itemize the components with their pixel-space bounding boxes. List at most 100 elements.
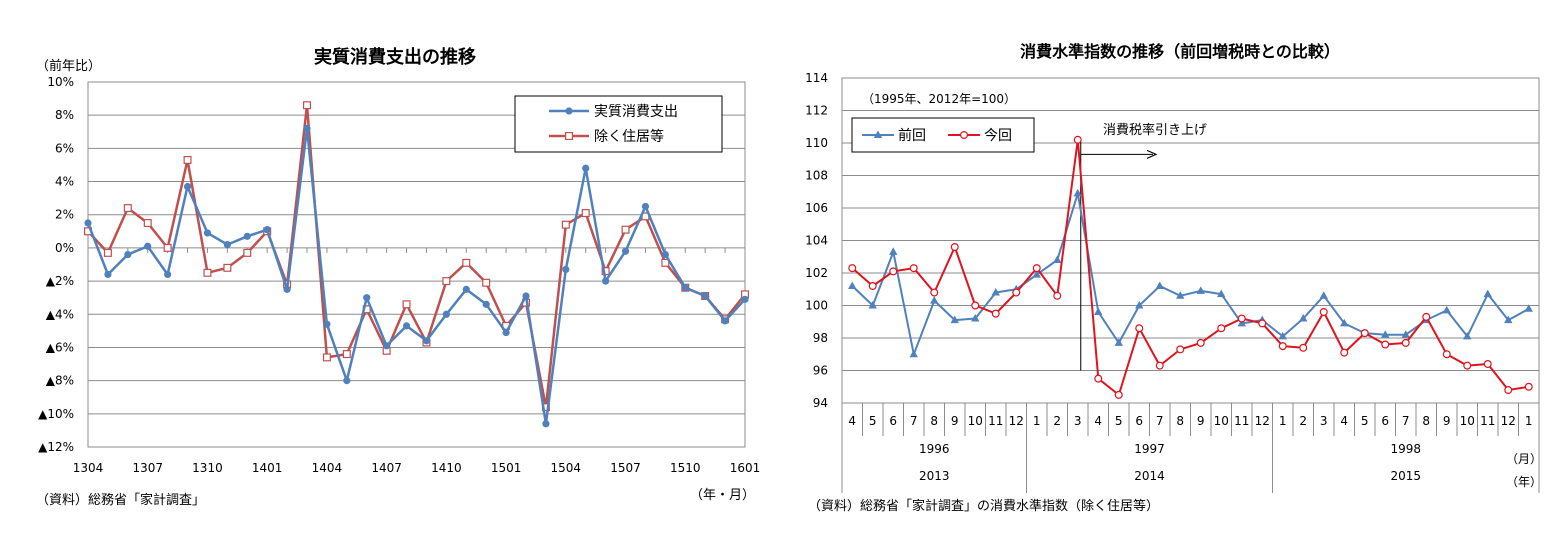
right-point-current bbox=[868, 282, 877, 291]
right-month-label: 5 bbox=[1115, 414, 1123, 428]
right-month-label: 2 bbox=[1053, 414, 1061, 428]
right-point-previous bbox=[1299, 314, 1308, 322]
left-series-line-real-spending bbox=[86, 127, 746, 426]
left-point-real-spending bbox=[383, 342, 391, 350]
left-y-tick-label: 10% bbox=[47, 75, 74, 89]
left-y-tick-label: 6% bbox=[55, 141, 74, 155]
right-month-label: 3 bbox=[1320, 414, 1328, 428]
right-month-label: 1 bbox=[1033, 414, 1041, 428]
left-legend-box bbox=[514, 95, 723, 153]
left-x-tick-label: 1601 bbox=[730, 461, 761, 475]
left-point-excl-housing bbox=[203, 268, 212, 277]
right-point-previous bbox=[1094, 307, 1103, 315]
right-point-previous bbox=[1278, 331, 1287, 340]
right-point-current bbox=[1483, 360, 1492, 369]
right-point-previous bbox=[868, 301, 877, 309]
right-month-label: 6 bbox=[1381, 414, 1389, 428]
right-month-label: 5 bbox=[1361, 414, 1369, 428]
left-y-tick-label: ▲10% bbox=[38, 407, 74, 421]
right-month-label: 6 bbox=[889, 414, 897, 428]
right-point-current bbox=[909, 264, 918, 273]
right-month-label: 12 bbox=[1501, 414, 1516, 428]
right-legend-marker-current bbox=[959, 131, 968, 140]
right-point-previous bbox=[950, 315, 959, 324]
left-point-excl-housing bbox=[322, 353, 331, 362]
left-chart-title: 実質消費支出の推移 bbox=[314, 46, 476, 68]
right-month-label: 5 bbox=[869, 414, 877, 428]
right-month-label: 8 bbox=[930, 414, 938, 428]
left-point-real-spending bbox=[422, 337, 431, 345]
right-point-current bbox=[1135, 324, 1144, 333]
left-point-real-spending bbox=[522, 292, 530, 300]
left-point-real-spending bbox=[741, 295, 749, 303]
right-point-current bbox=[950, 243, 959, 252]
left-point-excl-housing bbox=[342, 350, 351, 359]
left-point-real-spending bbox=[243, 232, 251, 240]
right-month-label: 12 bbox=[1255, 414, 1270, 428]
left-legend-label-excl-housing: 除く住居等 bbox=[594, 128, 664, 145]
left-x-tick-label: 1401 bbox=[252, 461, 283, 475]
left-x-tick-label: 1504 bbox=[551, 461, 582, 475]
right-point-previous bbox=[848, 281, 857, 289]
right-point-current bbox=[1032, 264, 1041, 273]
left-point-real-spending bbox=[621, 247, 630, 255]
left-point-excl-housing bbox=[303, 101, 312, 110]
right-month-label: 7 bbox=[910, 414, 918, 428]
right-month-label: 11 bbox=[1480, 414, 1495, 428]
right-month-label: 10 bbox=[1460, 414, 1475, 428]
left-y-tick-label: ▲2% bbox=[46, 274, 74, 288]
right-month-label: 11 bbox=[988, 414, 1003, 428]
right-point-previous bbox=[971, 314, 980, 322]
right-tax-hike-arrow-head bbox=[1146, 149, 1158, 159]
right-chart-title: 消費水準指数の推移（前回増税時との比較） bbox=[1020, 42, 1340, 61]
left-x-tick-label: 1510 bbox=[670, 461, 701, 475]
right-point-current bbox=[1401, 338, 1410, 347]
left-point-real-spending bbox=[661, 250, 669, 259]
right-point-current bbox=[1053, 291, 1062, 300]
left-point-real-spending bbox=[144, 242, 152, 250]
left-point-real-spending bbox=[402, 322, 411, 330]
right-point-current bbox=[1340, 348, 1349, 357]
right-base-note: （1995年、2012年=100） bbox=[862, 92, 1016, 106]
right-point-current bbox=[1217, 324, 1226, 333]
right-month-label: 4 bbox=[1340, 414, 1348, 428]
right-point-current bbox=[1073, 135, 1082, 144]
right-y-tick-label: 94 bbox=[813, 396, 828, 410]
left-point-real-spending bbox=[164, 270, 172, 279]
right-month-label: 1 bbox=[1525, 414, 1533, 428]
left-point-real-spending bbox=[641, 202, 650, 211]
right-source-note: （資料）総務省「家計調査」の消費水準指数（除く住居等） bbox=[808, 498, 1159, 514]
right-y-tick-label: 104 bbox=[805, 234, 828, 248]
right-point-previous bbox=[1463, 331, 1472, 340]
left-point-real-spending bbox=[602, 277, 610, 285]
left-point-real-spending bbox=[502, 328, 510, 337]
right-point-previous bbox=[1032, 270, 1041, 278]
left-point-real-spending bbox=[124, 250, 132, 259]
left-point-excl-housing bbox=[123, 204, 132, 213]
left-point-real-spending bbox=[104, 270, 112, 279]
right-point-previous bbox=[1135, 301, 1144, 309]
left-point-excl-housing bbox=[243, 248, 252, 257]
right-month-label: 10 bbox=[1214, 414, 1229, 428]
right-month-label: 12 bbox=[1009, 414, 1024, 428]
right-month-label: 10 bbox=[968, 414, 983, 428]
right-point-previous bbox=[1176, 291, 1185, 299]
right-point-previous bbox=[930, 296, 939, 304]
right-month-label: 1 bbox=[1279, 414, 1287, 428]
right-legend-label-current: 今回 bbox=[984, 128, 1012, 144]
right-month-label: 7 bbox=[1156, 414, 1164, 428]
right-legend-label-previous: 前回 bbox=[898, 127, 926, 144]
right-point-current bbox=[1299, 343, 1308, 352]
left-y-tick-label: 4% bbox=[55, 175, 74, 189]
right-y-tick-label: 112 bbox=[805, 104, 828, 118]
right-point-previous bbox=[909, 349, 918, 358]
left-plot-frame bbox=[87, 81, 746, 448]
right-annotation: 消費税率引き上げ bbox=[1103, 122, 1207, 138]
right-month-label: 9 bbox=[1197, 414, 1205, 428]
left-x-tick-label: 1410 bbox=[431, 461, 462, 475]
left-point-real-spending bbox=[323, 320, 331, 328]
right-month-label: 9 bbox=[1443, 414, 1451, 428]
right-legend-marker-previous bbox=[873, 130, 883, 138]
